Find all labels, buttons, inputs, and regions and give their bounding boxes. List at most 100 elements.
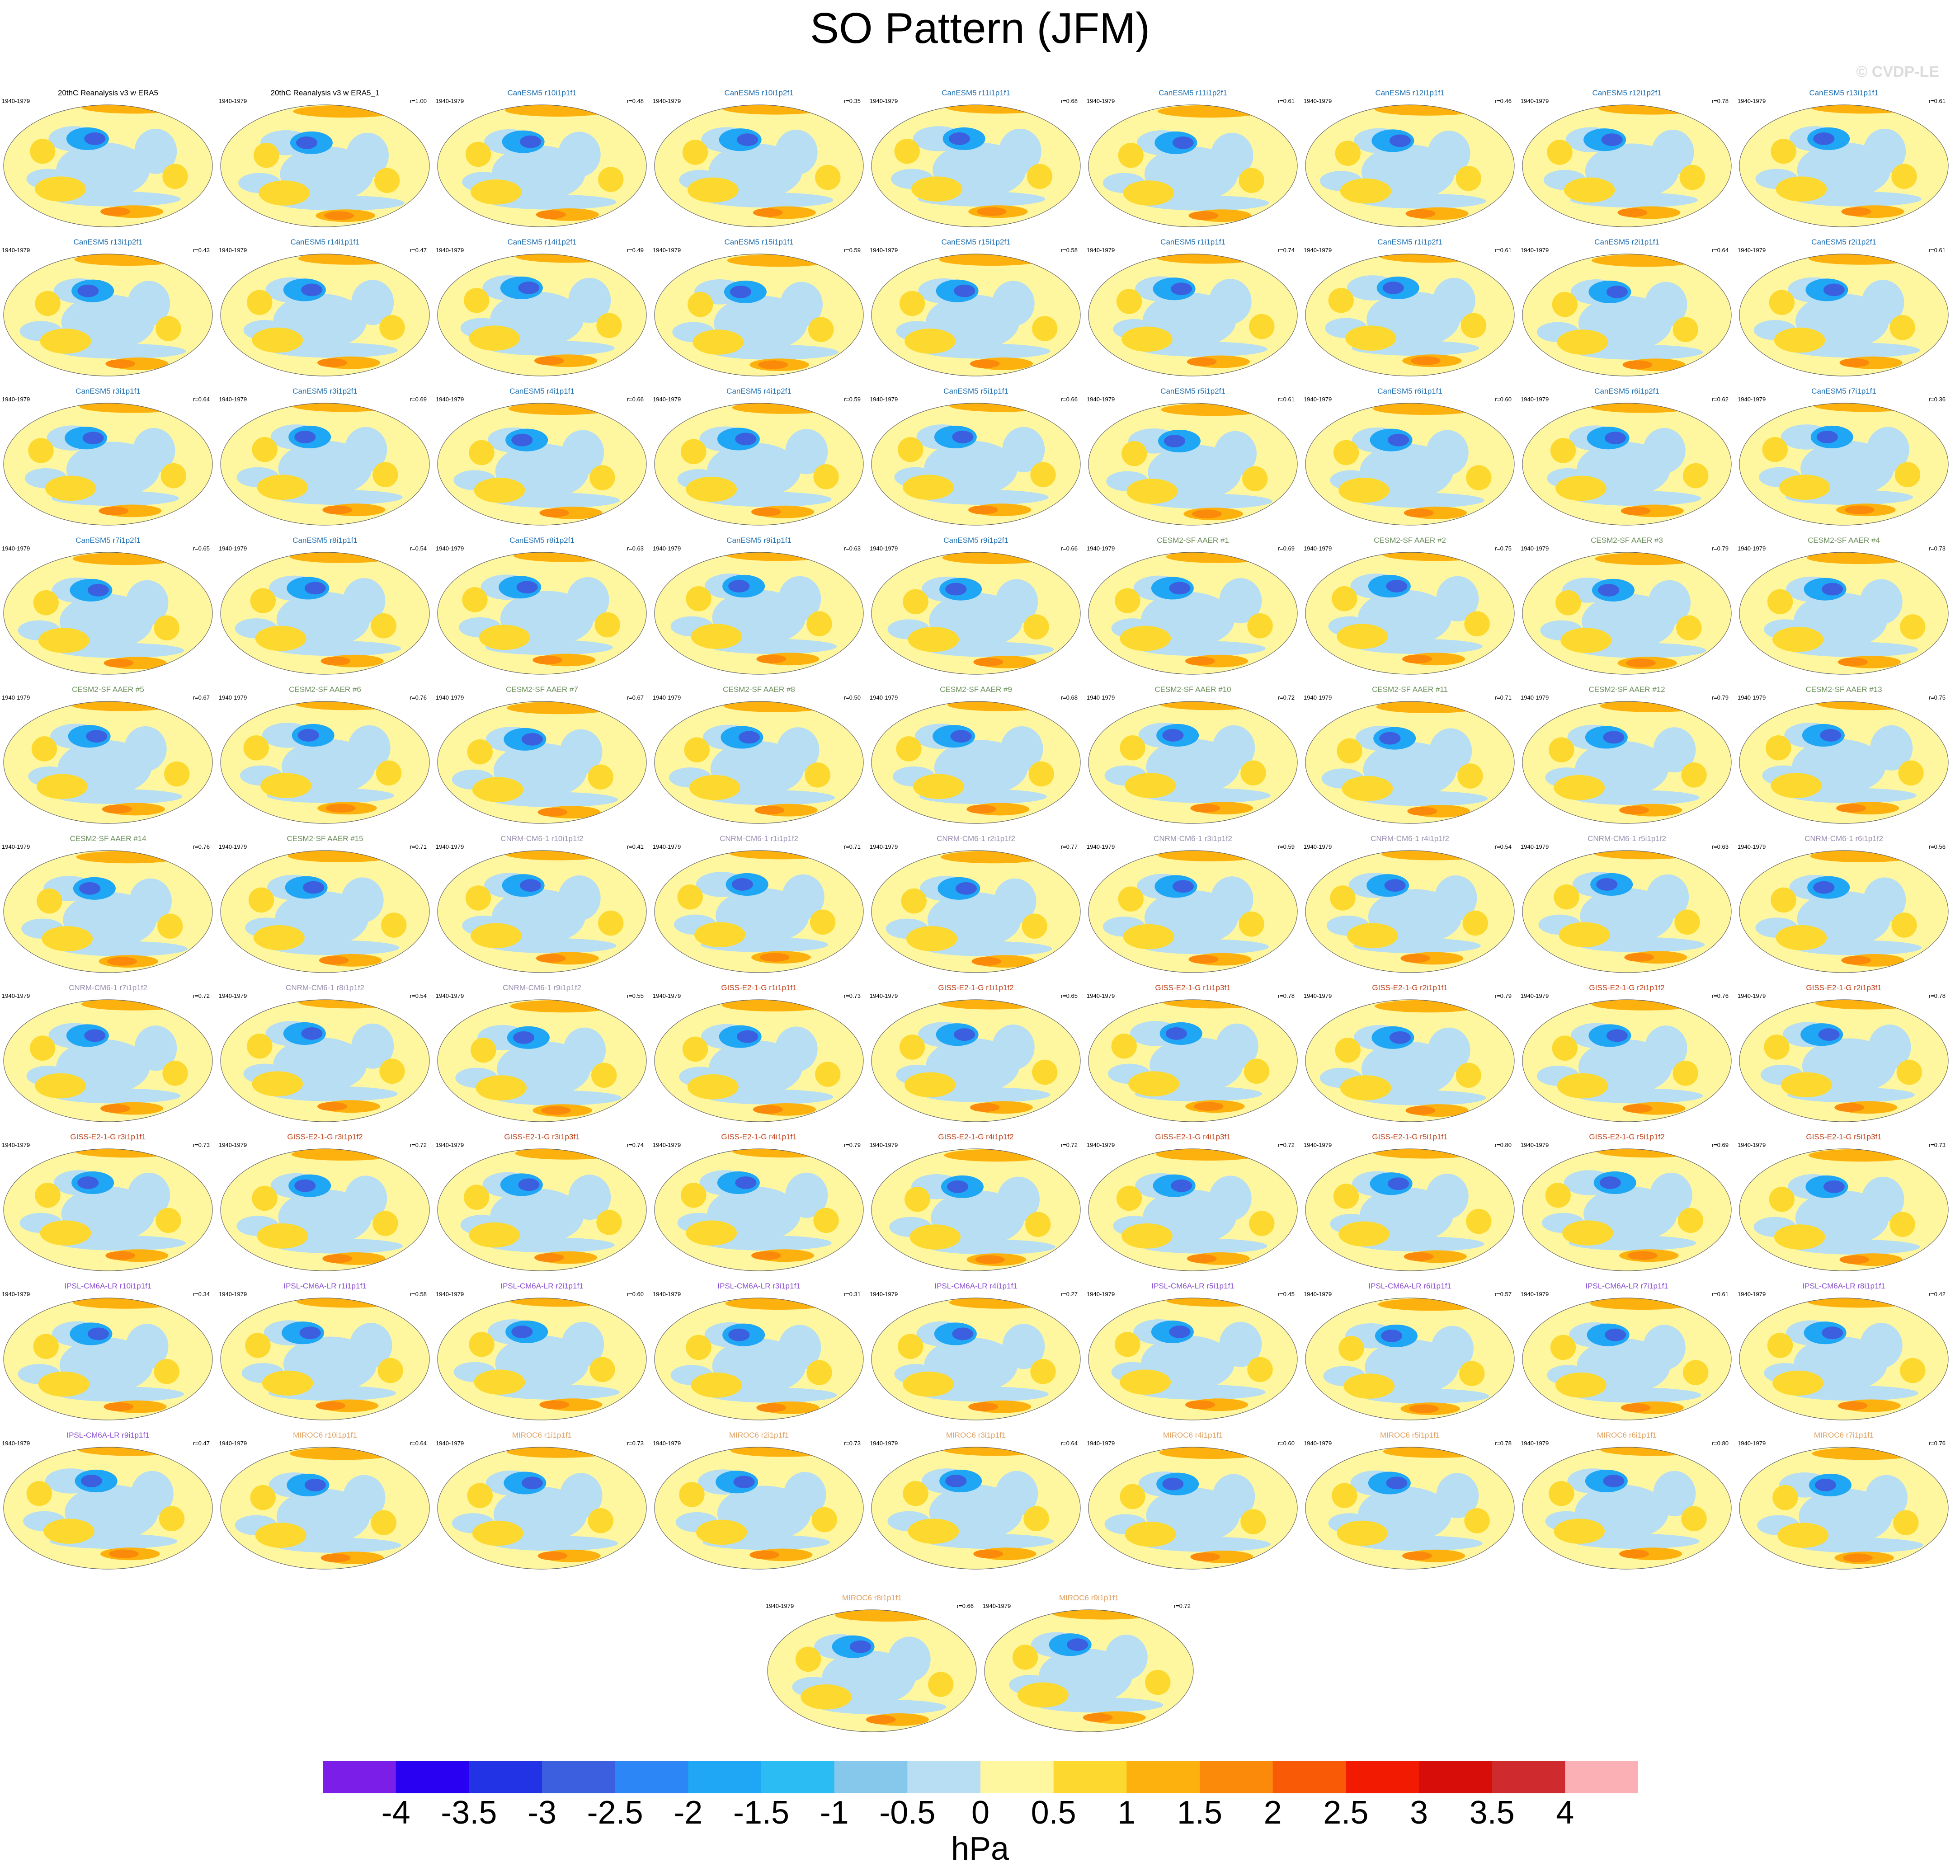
panel-years: 1940-1979 <box>1738 843 1766 850</box>
pressure-anomaly-map <box>1088 1447 1298 1570</box>
panel-title: GISS-E2-1-G r4i1p1f1 <box>721 1133 797 1141</box>
panel-years: 1940-1979 <box>983 1603 1011 1609</box>
map-panel: CanESM5 r7i1p2f1 1940-1979 r=0.65 <box>0 533 216 678</box>
pressure-anomaly-map <box>3 1148 213 1271</box>
pressure-anomaly-map <box>1088 1298 1298 1420</box>
panel-title: CanESM5 r12i1p2f1 <box>1592 89 1662 97</box>
panel-title: CESM2-SF AAER #1 <box>1157 536 1229 545</box>
panel-years: 1940-1979 <box>1521 396 1549 403</box>
pressure-anomaly-map <box>437 552 647 675</box>
map-panel: MIROC6 r8i1p1f1 1940-1979 r=0.66 <box>764 1591 980 1735</box>
colorbar <box>323 1761 1638 1793</box>
panel-title: CanESM5 r3i1p1f1 <box>75 387 141 395</box>
panel-correlation: r=0.80 <box>1494 1142 1512 1148</box>
panel-years: 1940-1979 <box>1304 694 1332 701</box>
panel-correlation: r=0.42 <box>1928 1291 1946 1298</box>
pressure-anomaly-map <box>220 1298 430 1420</box>
panel-years: 1940-1979 <box>219 545 247 552</box>
panel-correlation: r=0.63 <box>627 545 644 552</box>
panel-correlation: r=0.61 <box>1928 247 1946 254</box>
panel-title: CESM2-SF AAER #2 <box>1374 536 1446 545</box>
panel-title: CESM2-SF AAER #5 <box>72 685 144 694</box>
panel-title: CanESM5 r7i1p1f1 <box>1811 387 1876 395</box>
panel-years: 1940-1979 <box>1738 1142 1766 1148</box>
panel-correlation: r=0.76 <box>1928 1440 1946 1447</box>
panel-title: CanESM5 r15i1p1f1 <box>724 238 794 246</box>
panel-years: 1940-1979 <box>436 992 464 999</box>
panel-years: 1940-1979 <box>2 396 30 403</box>
panel-title: GISS-E2-1-G r2i1p1f1 <box>1372 983 1448 992</box>
map-panel: CNRM-CM6-1 r4i1p1f2 1940-1979 r=0.54 <box>1302 832 1518 976</box>
panel-correlation: r=0.65 <box>193 545 210 552</box>
panel-correlation: r=0.61 <box>1277 396 1295 403</box>
pressure-anomaly-map <box>1305 552 1515 675</box>
map-panel: CESM2-SF AAER #7 1940-1979 r=0.67 <box>434 682 650 827</box>
panel-years: 1940-1979 <box>1738 1440 1766 1447</box>
colorbar-tick-label: 2 <box>1263 1795 1282 1831</box>
panel-title: CanESM5 r2i1p2f1 <box>1811 238 1876 246</box>
pressure-anomaly-map <box>654 104 864 227</box>
panel-years: 1940-1979 <box>2 843 30 850</box>
panel-title: CanESM5 r10i1p1f1 <box>507 89 577 97</box>
panel-years: 1940-1979 <box>1521 992 1549 999</box>
panel-title: CanESM5 r4i1p2f1 <box>726 387 792 395</box>
panel-title: GISS-E2-1-G r5i1p3f1 <box>1806 1133 1882 1141</box>
panel-correlation: r=0.78 <box>1928 992 1946 999</box>
pressure-anomaly-map <box>437 850 647 973</box>
map-panel: GISS-E2-1-G r4i1p1f2 1940-1979 r=0.72 <box>868 1130 1084 1274</box>
panel-title: CanESM5 r11i1p2f1 <box>1159 89 1227 97</box>
panel-correlation: r=0.63 <box>843 545 861 552</box>
panel-correlation: r=0.71 <box>1494 694 1512 701</box>
map-panel: CanESM5 r5i1p2f1 1940-1979 r=0.61 <box>1085 384 1301 529</box>
panel-correlation: r=0.31 <box>843 1291 861 1298</box>
map-panel: GISS-E2-1-G r3i1p3f1 1940-1979 r=0.74 <box>434 1130 650 1274</box>
map-panel: CESM2-SF AAER #10 1940-1979 r=0.72 <box>1085 682 1301 827</box>
panel-title: CanESM5 r11i1p1f1 <box>942 89 1010 97</box>
map-panel: CanESM5 r12i1p2f1 1940-1979 r=0.78 <box>1519 86 1735 230</box>
map-panel: CESM2-SF AAER #14 1940-1979 r=0.76 <box>0 832 216 976</box>
panel-title: CNRM-CM6-1 r5i1p1f2 <box>1588 834 1666 843</box>
panel-title: CanESM5 r1i1p2f1 <box>1377 238 1442 246</box>
map-panel: GISS-E2-1-G r1i1p1f2 1940-1979 r=0.65 <box>868 981 1084 1125</box>
panel-correlation: r=0.64 <box>193 396 210 403</box>
map-panel: CNRM-CM6-1 r5i1p1f2 1940-1979 r=0.63 <box>1519 832 1735 976</box>
panel-title: IPSL-CM6A-LR r5i1p1f1 <box>1151 1282 1234 1290</box>
pressure-anomaly-map <box>437 403 647 526</box>
panel-title: GISS-E2-1-G r5i1p1f1 <box>1372 1133 1448 1141</box>
pressure-anomaly-map <box>984 1609 1194 1732</box>
map-panel: IPSL-CM6A-LR r9i1p1f1 1940-1979 r=0.47 <box>0 1428 216 1573</box>
panel-years: 1940-1979 <box>870 1440 898 1447</box>
panel-correlation: r=0.74 <box>627 1142 644 1148</box>
panel-years: 1940-1979 <box>1304 1291 1332 1298</box>
pressure-anomaly-map <box>1088 701 1298 824</box>
panel-years: 1940-1979 <box>436 1440 464 1447</box>
colorbar-tick-label: 4 <box>1556 1795 1574 1831</box>
pressure-anomaly-map <box>437 1447 647 1570</box>
panel-title: GISS-E2-1-G r5i1p1f2 <box>1589 1133 1665 1141</box>
pressure-anomaly-map <box>437 1148 647 1271</box>
colorbar-tick-label: 2.5 <box>1323 1795 1369 1831</box>
panel-correlation: r=0.72 <box>410 1142 427 1148</box>
panel-years: 1940-1979 <box>1738 694 1766 701</box>
panel-title: CESM2-SF AAER #3 <box>1591 536 1663 545</box>
colorbar-tick-label: 0 <box>971 1795 990 1831</box>
map-panel: CNRM-CM6-1 r9i1p1f2 1940-1979 r=0.55 <box>434 981 650 1125</box>
pressure-anomaly-map <box>220 850 430 973</box>
panel-correlation: r=0.74 <box>1277 247 1295 254</box>
pressure-anomaly-map <box>1522 999 1732 1122</box>
panel-years: 1940-1979 <box>1087 1142 1115 1148</box>
pressure-anomaly-map <box>1522 1298 1732 1420</box>
colorbar-tick-label: -1 <box>820 1795 849 1831</box>
map-panel: MIROC6 r2i1p1f1 1940-1979 r=0.73 <box>651 1428 867 1573</box>
colorbar-tick-label: -2.5 <box>587 1795 643 1831</box>
panel-correlation: r=0.78 <box>1494 1440 1512 1447</box>
pressure-anomaly-map <box>871 254 1081 376</box>
pressure-anomaly-map <box>437 104 647 227</box>
pressure-anomaly-map <box>220 701 430 824</box>
panel-title: CanESM5 r13i1p2f1 <box>73 238 143 246</box>
panel-correlation: r=0.73 <box>843 992 861 999</box>
panel-correlation: r=0.64 <box>1711 247 1729 254</box>
panel-correlation: r=0.79 <box>1711 694 1729 701</box>
panel-correlation: r=0.35 <box>843 98 861 104</box>
map-panels-grid: 20thC Reanalysis v3 w ERA5 1940-1979 20thC… <box>0 86 1949 1735</box>
